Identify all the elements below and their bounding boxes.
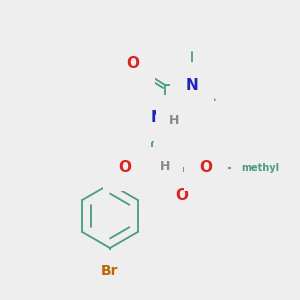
Text: H: H (169, 113, 179, 127)
Text: N: N (186, 77, 198, 92)
Text: O: O (127, 56, 140, 71)
Text: H: H (160, 160, 170, 172)
Text: O: O (176, 188, 188, 202)
Text: methyl: methyl (241, 163, 279, 173)
Text: N: N (150, 110, 163, 125)
Text: Br: Br (101, 264, 119, 278)
Text: O: O (200, 160, 212, 175)
Text: O: O (118, 160, 131, 175)
